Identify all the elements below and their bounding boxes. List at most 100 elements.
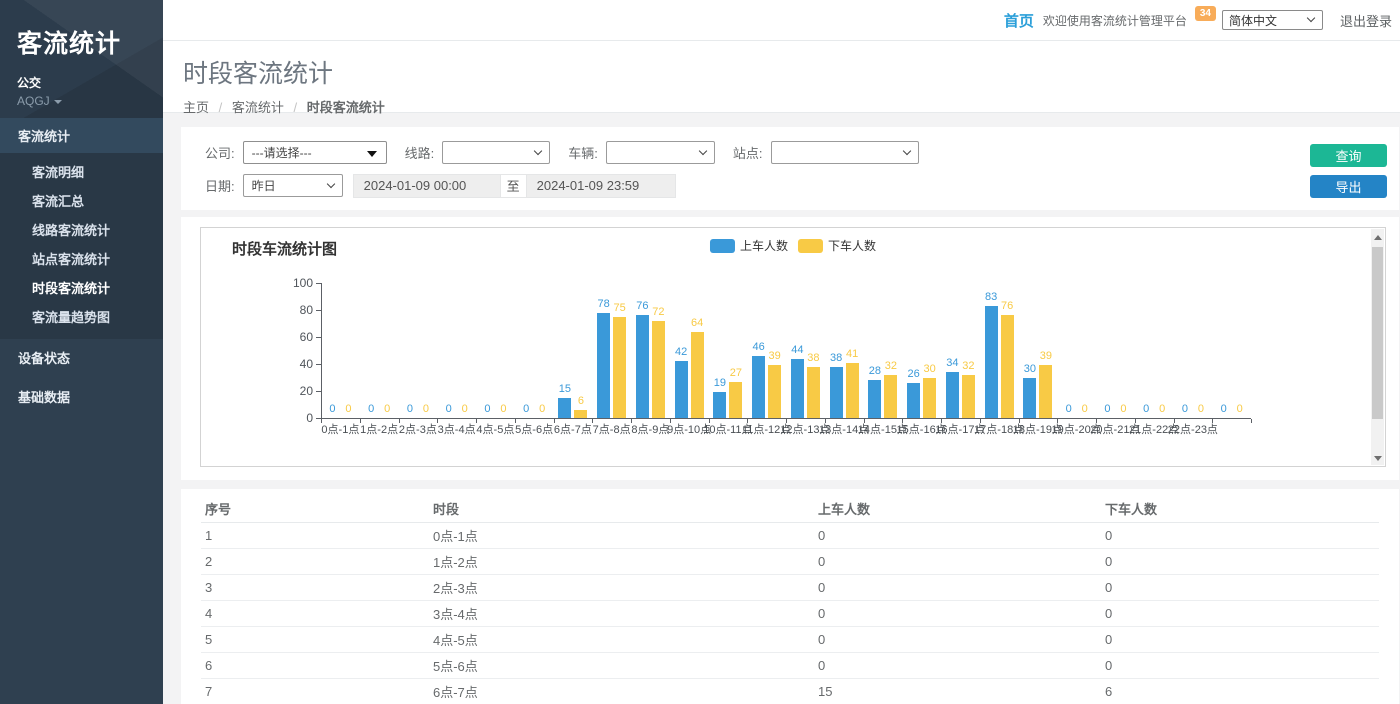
y-tick bbox=[316, 364, 321, 365]
bar-value-label: 0 bbox=[1197, 403, 1204, 415]
bar-value-label: 27 bbox=[729, 366, 742, 379]
date-start-input[interactable]: 2024-01-09 00:00 bbox=[352, 173, 500, 198]
table-header-row: 序号 时段 上车人数 下车人数 bbox=[201, 496, 1379, 523]
table-cell: 0 bbox=[814, 600, 1101, 627]
scroll-down-arrow[interactable] bbox=[1371, 450, 1384, 465]
bar-下车人数-17点-18点 bbox=[1000, 315, 1014, 418]
bar-下车人数-16点-17点 bbox=[961, 374, 975, 418]
line-label: 线路: bbox=[404, 146, 435, 161]
x-tick bbox=[359, 419, 361, 423]
bar-value-label: 0 bbox=[445, 403, 452, 415]
x-category-label: 3点-4点 bbox=[437, 424, 476, 436]
y-tick-label: 80 bbox=[299, 303, 313, 317]
sidebar-item-站点客流统计[interactable]: 站点客流统计 bbox=[32, 252, 111, 267]
date-preset-select[interactable]: 昨日 bbox=[242, 174, 343, 197]
hourly-flow-table: 序号 时段 上车人数 下车人数 1 0点-1点 0 0 2 1点-2点 0 0 3 2点-3点 0 0 4 3点… bbox=[201, 496, 1379, 704]
line-select[interactable] bbox=[442, 141, 551, 164]
sidebar-item-客流明细[interactable]: 客流明细 bbox=[32, 165, 85, 180]
table-column-header: 时段 bbox=[429, 496, 814, 523]
x-tick bbox=[1096, 419, 1097, 423]
sidebar-item-客流量趋势图[interactable]: 客流量趋势图 bbox=[32, 310, 111, 325]
bar-value-label: 6 bbox=[577, 394, 584, 407]
bar-value-label: 0 bbox=[384, 403, 391, 415]
table-cell: 0 bbox=[814, 548, 1101, 575]
date-to-label: 至 bbox=[499, 173, 527, 198]
table-column-header: 下车人数 bbox=[1101, 496, 1379, 523]
table-cell: 1点-2点 bbox=[429, 548, 814, 575]
x-tick bbox=[941, 419, 942, 423]
legend-swatch-yellow bbox=[798, 238, 823, 253]
vehicle-select[interactable] bbox=[605, 141, 715, 164]
sidebar-menu: 客流统计客流明细客流汇总线路客流统计 站点客流统计 时段客流统计 客流量趋势图设备状态… bbox=[0, 118, 163, 415]
x-category-label: 1点-2点 bbox=[360, 424, 399, 436]
bar-value-label: 32 bbox=[884, 359, 897, 372]
x-category-label: 9点-10点 bbox=[667, 424, 712, 436]
x-category-label: 7点-8点 bbox=[592, 424, 631, 436]
x-category-label: 18点-19点 bbox=[1012, 424, 1063, 436]
sidebar-item-设备状态[interactable]: 设备状态 bbox=[18, 351, 71, 366]
bar-value-label: 44 bbox=[791, 343, 804, 356]
table-cell: 0 bbox=[814, 626, 1101, 653]
home-link[interactable]: 首页 bbox=[1003, 12, 1034, 30]
x-tick bbox=[902, 419, 904, 423]
bar-value-label: 0 bbox=[1159, 403, 1166, 415]
chart-scrollbar[interactable] bbox=[1371, 229, 1384, 465]
chevron-down-icon bbox=[326, 179, 335, 188]
bar-上车人数-16点-17点 bbox=[945, 372, 959, 418]
date-label: 日期: bbox=[205, 179, 235, 194]
table-cell: 0 bbox=[1101, 574, 1379, 601]
breadcrumb-section[interactable]: 客流统计 bbox=[231, 100, 284, 115]
y-tick bbox=[316, 310, 321, 311]
x-tick bbox=[1018, 419, 1020, 423]
bar-上车人数-17点-18点 bbox=[984, 305, 998, 418]
export-button[interactable]: 导出 bbox=[1310, 175, 1387, 198]
company-select[interactable]: ---请选择--- bbox=[242, 141, 387, 164]
table-cell: 0 bbox=[1101, 626, 1379, 653]
company-label: 公司: bbox=[205, 146, 235, 161]
bar-下车人数-8点-9点 bbox=[651, 320, 665, 418]
scroll-up-arrow[interactable] bbox=[1371, 229, 1384, 244]
legend-item-boarding[interactable]: 上车人数 bbox=[709, 237, 788, 254]
x-category-label: 4点-5点 bbox=[476, 424, 515, 436]
y-tick-label: 20 bbox=[299, 384, 313, 398]
sidebar-item-线路客流统计[interactable]: 线路客流统计 bbox=[32, 223, 111, 238]
language-select[interactable]: 简体中文 bbox=[1221, 10, 1323, 30]
x-tick bbox=[553, 419, 555, 423]
x-tick bbox=[1251, 419, 1252, 423]
app-logo: 客流统计 bbox=[17, 30, 122, 58]
table-cell: 15 bbox=[814, 678, 1101, 704]
x-tick bbox=[863, 419, 865, 423]
x-tick bbox=[1057, 419, 1059, 423]
chart-title: 时段车流统计图 bbox=[232, 241, 338, 258]
query-button[interactable]: 查询 bbox=[1310, 144, 1387, 167]
bar-value-label: 0 bbox=[329, 403, 336, 415]
user-dropdown[interactable]: AQGJ bbox=[17, 94, 146, 108]
table-cell: 0 bbox=[814, 574, 1101, 601]
x-tick bbox=[514, 419, 516, 423]
station-select[interactable] bbox=[770, 141, 919, 164]
topbar: 首页 欢迎使用客流统计管理平台 34 简体中文 退出登录 bbox=[163, 0, 1400, 41]
sidebar-item-客流统计[interactable]: 客流统计 bbox=[0, 118, 163, 153]
bar-value-label: 38 bbox=[830, 351, 843, 364]
sidebar-header: 客流统计 公交 AQGJ bbox=[0, 0, 163, 118]
org-name: 公交 bbox=[17, 76, 42, 90]
logout-link[interactable]: 退出登录 bbox=[1339, 13, 1392, 29]
bar-value-label: 0 bbox=[1236, 403, 1243, 415]
x-category-label: 10点-11点 bbox=[703, 424, 753, 436]
sidebar-item-时段客流统计[interactable]: 时段客流统计 bbox=[32, 281, 111, 296]
bar-value-label: 0 bbox=[406, 403, 413, 415]
sidebar-item-客流汇总[interactable]: 客流汇总 bbox=[32, 194, 85, 209]
date-end-input[interactable]: 2024-01-09 23:59 bbox=[526, 173, 676, 198]
bar-下车人数-6点-7点 bbox=[574, 409, 588, 418]
sidebar-item-基础数据[interactable]: 基础数据 bbox=[18, 390, 71, 405]
bar-value-label: 28 bbox=[868, 365, 881, 378]
scrollbar-thumb[interactable] bbox=[1372, 247, 1383, 419]
breadcrumb: 主页 / 客流统计 / 时段客流统计 bbox=[183, 97, 1400, 116]
legend-item-alighting[interactable]: 下车人数 bbox=[798, 237, 876, 254]
filter-row-2: 日期: 昨日 2024-01-09 00:00 至 2024-01-09 23:… bbox=[205, 173, 1399, 198]
bar-value-label: 0 bbox=[484, 403, 491, 415]
x-tick bbox=[1134, 419, 1136, 423]
table-row: 5 4点-5点 0 0 bbox=[201, 626, 1379, 653]
breadcrumb-home[interactable]: 主页 bbox=[183, 100, 210, 115]
bar-value-label: 72 bbox=[652, 305, 665, 318]
